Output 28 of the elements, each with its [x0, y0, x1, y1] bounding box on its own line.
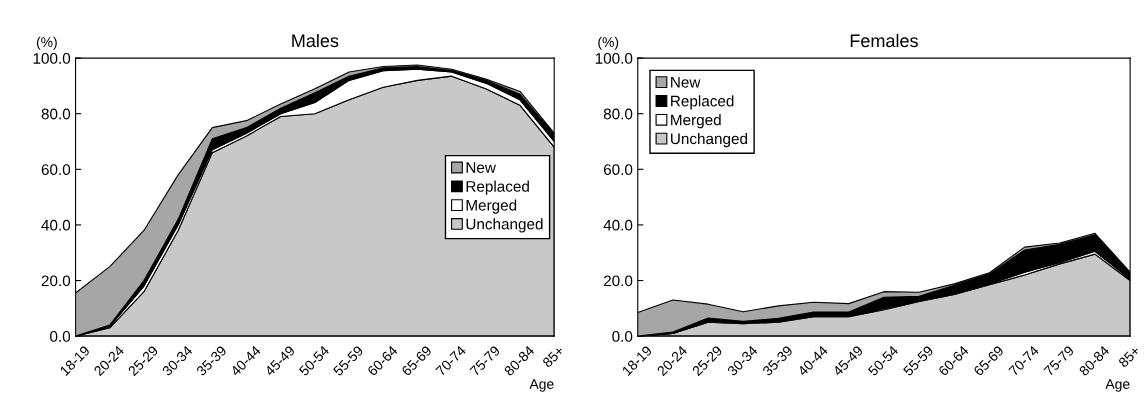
y-tick-label: 20.0 [41, 275, 71, 287]
legend-label: Unchanged [671, 132, 748, 148]
y-axis-title: (%) [36, 36, 57, 50]
legend-label: Merged [466, 199, 517, 214]
x-axis-title: Age [529, 379, 554, 392]
legend-label: Merged [671, 114, 721, 129]
legend-label: New [466, 162, 496, 173]
y-tick-label: 0.0 [50, 331, 71, 342]
x-tick-label: 85+ [541, 345, 565, 368]
y-tick-label: 40.0 [603, 219, 633, 231]
y-tick-label: 100.0 [33, 52, 71, 64]
legend-label: New [671, 76, 701, 88]
y-tick-label: 40.0 [41, 219, 71, 231]
x-axis-title: Age [1105, 379, 1130, 392]
y-tick-label: 80.0 [41, 108, 71, 120]
legend-label: Replaced [671, 95, 734, 110]
chart-title: Females [850, 33, 918, 48]
y-tick-label: 80.0 [603, 108, 633, 120]
x-tick-label: 85+ [1117, 345, 1141, 368]
chart-title: Males [292, 33, 339, 48]
y-tick-label: 100.0 [595, 52, 633, 64]
y-tick-label: 60.0 [41, 164, 71, 176]
legend-label: Replaced [466, 180, 529, 195]
y-tick-label: 60.0 [603, 164, 633, 176]
y-axis-title: (%) [598, 36, 619, 50]
y-tick-label: 0.0 [612, 331, 633, 342]
legend-label: Unchanged [466, 218, 543, 233]
y-tick-label: 20.0 [603, 275, 633, 287]
